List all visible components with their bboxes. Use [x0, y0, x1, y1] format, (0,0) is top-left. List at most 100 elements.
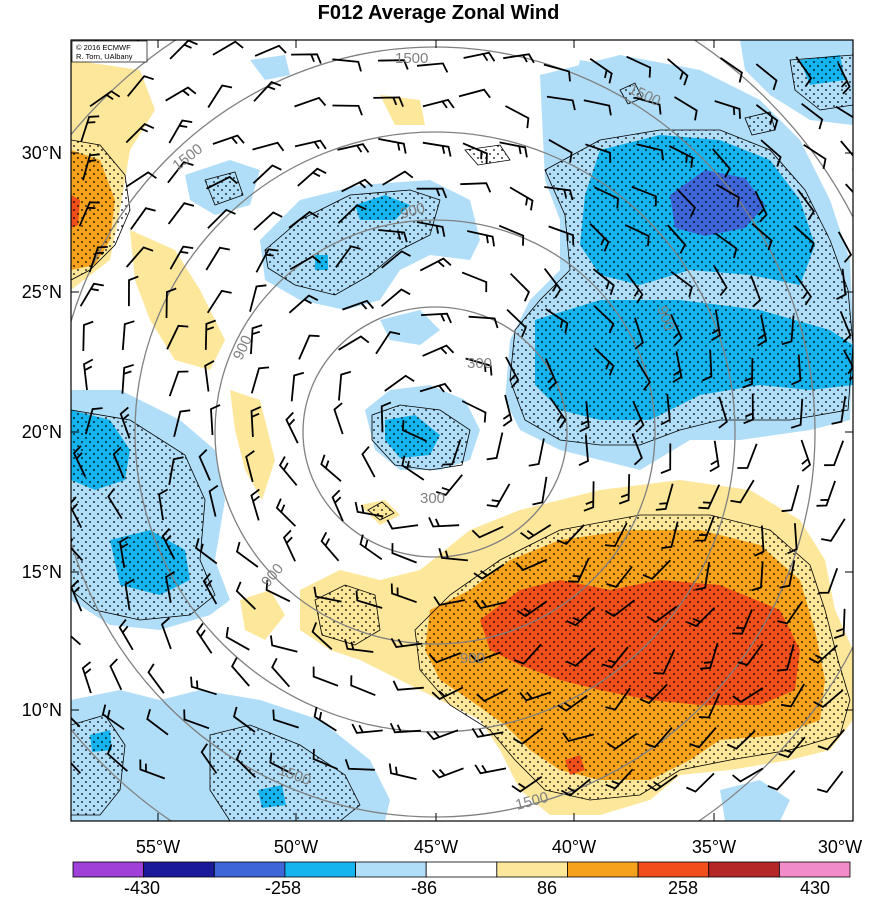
wind-barb — [566, 647, 596, 667]
wind-barb — [631, 185, 657, 207]
wind-barb — [743, 393, 754, 425]
wind-barb — [332, 58, 362, 72]
wind-barb — [355, 590, 383, 609]
wind-barb — [275, 498, 297, 527]
wind-barb — [631, 433, 643, 466]
map-title: F012 Average Zonal Wind — [317, 2, 560, 24]
wind-barb — [250, 488, 260, 521]
significance-stipple — [71, 54, 853, 821]
wind-barb — [737, 443, 758, 469]
wind-barb — [210, 404, 221, 436]
wind-barb — [471, 727, 504, 738]
wind-barb — [206, 175, 238, 190]
wind-barb — [390, 583, 417, 604]
wind-barb — [504, 105, 530, 129]
wind-barb — [359, 534, 383, 561]
wind-barb — [435, 474, 463, 496]
wind-barb — [419, 382, 452, 393]
lon-tick-label: 35°W — [692, 837, 736, 857]
wind-barb — [556, 524, 585, 545]
wind-barb — [742, 358, 754, 389]
wind-barb — [469, 651, 502, 663]
wind-barb — [836, 268, 847, 300]
wind-barb — [503, 53, 535, 64]
wind-barb — [543, 268, 562, 299]
wind-barb — [544, 358, 558, 391]
lon-tick-label: 45°W — [414, 837, 458, 857]
wind-barb — [816, 770, 844, 794]
wind-barb — [592, 268, 615, 296]
wind-barb — [787, 523, 798, 555]
wind-barb — [332, 104, 363, 116]
wind-barb — [714, 100, 741, 119]
wind-barb — [647, 774, 678, 792]
wind-barb — [377, 59, 409, 70]
wind-barb — [433, 596, 466, 607]
wind-barb — [468, 315, 499, 329]
wind-barb — [168, 456, 184, 486]
wind-barb — [579, 401, 590, 433]
wind-barb — [731, 609, 753, 635]
wind-barb — [294, 139, 327, 150]
wind-barb — [668, 145, 694, 168]
wind-barb — [840, 140, 853, 170]
wind-barb — [755, 104, 779, 131]
contour-label-group: 1500 1500 1500 1500 1500 900 900 900 900… — [169, 50, 677, 814]
wind-barb — [121, 320, 135, 351]
wind-barb — [528, 438, 545, 467]
wind-barb — [71, 761, 82, 774]
wind-barb — [513, 643, 542, 665]
wind-barb — [271, 657, 291, 688]
wind-barb — [755, 63, 778, 91]
wind-barb — [128, 275, 139, 307]
wind-barb — [212, 134, 245, 145]
colorbar-label: 258 — [668, 878, 698, 898]
wind-barb — [335, 245, 361, 268]
wind-barb — [589, 223, 610, 252]
wind-barb — [101, 704, 125, 731]
wind-barb — [416, 187, 448, 199]
colorbar-swatch — [708, 861, 780, 878]
wind-barb — [686, 607, 716, 628]
wind-barb — [84, 407, 103, 435]
wind-barb — [338, 335, 370, 351]
wind-barb — [549, 397, 567, 429]
wind-barb — [130, 207, 156, 230]
wind-barb — [837, 231, 853, 263]
wind-barb — [718, 396, 728, 429]
wind-barb — [839, 310, 852, 343]
credit-box: © 2016 ECMWF R. Torn, UAlbany — [71, 40, 148, 63]
wind-barb — [167, 161, 194, 184]
colorbar-swatch — [778, 861, 851, 878]
colorbar-swatch — [143, 861, 215, 878]
lat-tick-label: 25°N — [22, 282, 62, 302]
wind-barb — [543, 63, 571, 82]
wind-barb — [719, 57, 743, 83]
wind-barb — [333, 402, 344, 435]
wind-barb — [208, 484, 219, 517]
wind-barb — [700, 642, 719, 670]
wind-barb — [642, 559, 671, 580]
wind-barb — [265, 579, 291, 603]
wind-barb — [89, 90, 121, 108]
wind-barb — [416, 62, 449, 73]
wind-barb — [235, 749, 257, 779]
wind-barb — [250, 324, 263, 355]
wind-barb — [167, 202, 195, 225]
wind-barb — [351, 723, 383, 734]
colorbar-label: -86 — [411, 878, 437, 898]
wind-barb — [698, 693, 721, 719]
wind-barb — [645, 726, 673, 749]
wind-barb — [419, 257, 452, 272]
wind-barb — [125, 123, 155, 144]
wind-barb — [291, 53, 322, 64]
wind-barb — [781, 484, 800, 513]
wind-barb — [253, 81, 282, 102]
wind-barb — [655, 483, 674, 511]
wind-barb — [511, 775, 543, 793]
wind-barb — [732, 767, 764, 783]
colorbar-swatch — [213, 861, 286, 878]
wind-barb — [294, 96, 327, 108]
wind-barb — [231, 657, 250, 687]
wind-barb — [660, 394, 671, 426]
